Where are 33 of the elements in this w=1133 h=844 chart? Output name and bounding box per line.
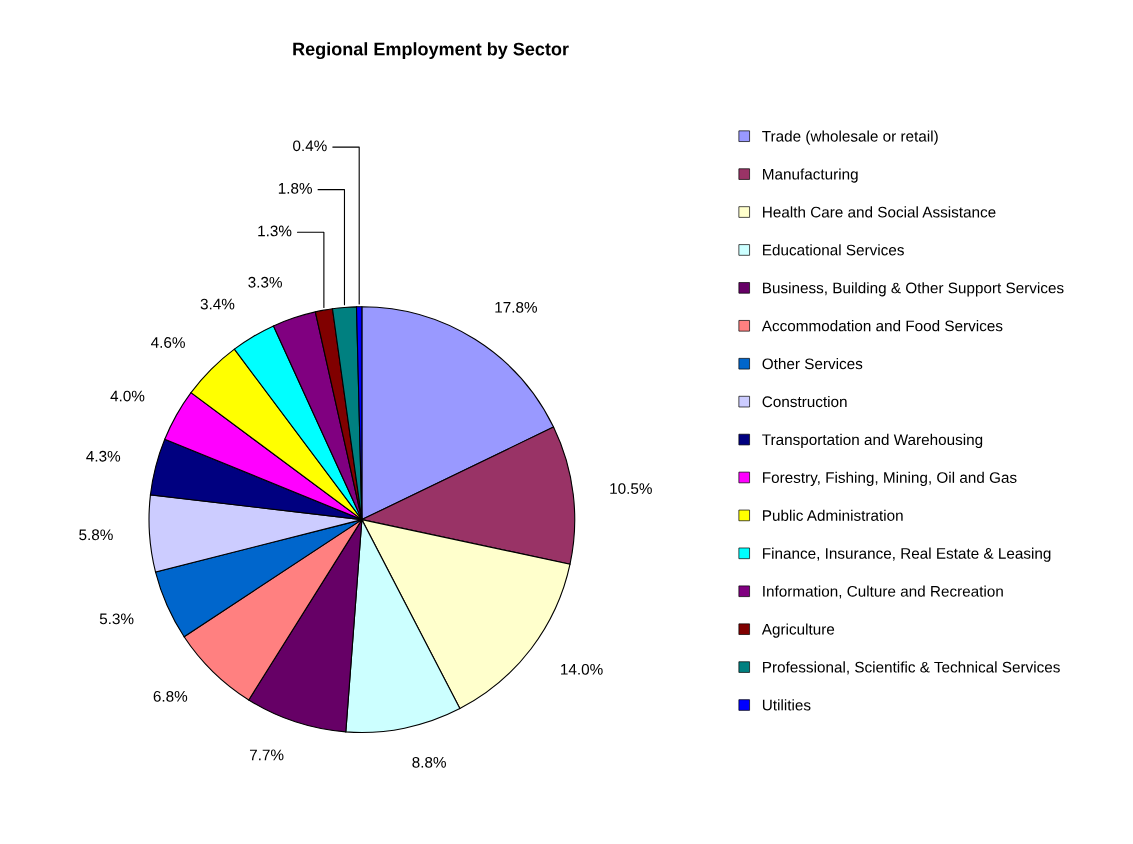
legend-label: Professional, Scientific & Technical Services [763, 661, 1060, 675]
data-label: 8.8% [412, 756, 446, 768]
data-label: 4.6% [151, 337, 185, 348]
legend-label: Educational Services [763, 244, 904, 256]
legend-label: Construction [762, 395, 847, 408]
data-label: 4.3% [86, 450, 121, 462]
legend-label: Transportation and Warehousing [762, 433, 983, 449]
data-label: 5.3% [99, 613, 134, 625]
chart-title: Regional Employment by Sector [293, 42, 569, 60]
legend-label: Information, Culture and Recreation [763, 585, 1003, 599]
legend-label: Agriculture [761, 623, 835, 638]
data-label: 4.0% [110, 390, 145, 402]
legend-label: Forestry, Fishing, Mining, Oil and Gas [763, 471, 1017, 486]
data-label: 17.8% [495, 301, 538, 313]
data-label: 14.0% [561, 663, 603, 675]
data-label: 3.4% [200, 298, 235, 310]
legend-label: Utilities [762, 699, 811, 711]
data-label: 6.8% [153, 690, 188, 702]
legend-label: Manufacturing [763, 168, 858, 183]
legend-label: Health Care and Social Assistance [763, 206, 996, 218]
legend-label: Business, Building & Other Support Services [763, 282, 1064, 297]
legend-label: Accommodation and Food Services [761, 320, 1003, 332]
data-label: 5.8% [79, 529, 113, 541]
data-label: 0.4% [293, 140, 327, 152]
legend-label: Finance, Insurance, Real Estate & Leasing [763, 547, 1051, 562]
data-label: 3.3% [248, 276, 282, 288]
data-label: 10.5% [610, 483, 652, 494]
legend-label: Trade (wholesale or retail) [762, 130, 938, 145]
legend-label: Public Administration [763, 509, 903, 521]
data-label: 7.7% [249, 749, 284, 761]
data-label: 1.8% [278, 182, 312, 194]
data-label: 1.3% [258, 225, 292, 237]
legend-label: Other Services [762, 358, 863, 370]
